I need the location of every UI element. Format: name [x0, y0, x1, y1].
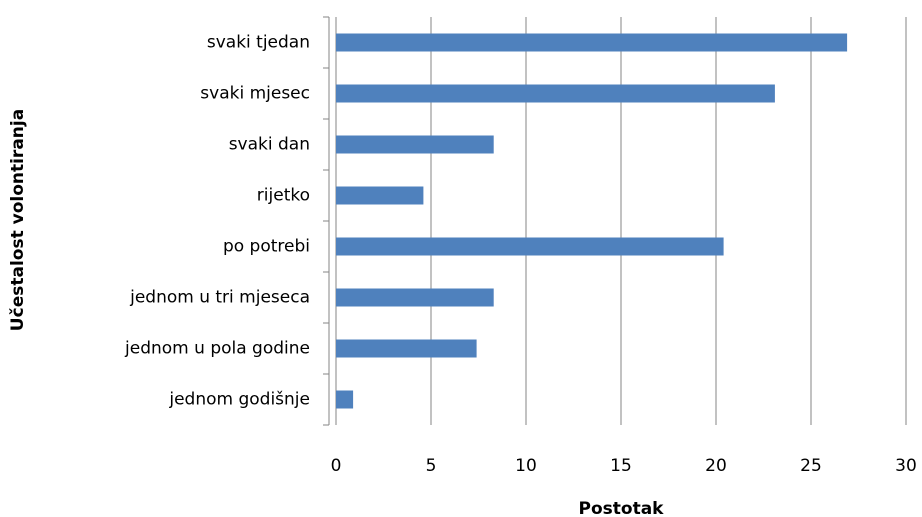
bar — [336, 339, 477, 358]
bar — [336, 390, 354, 409]
y-tick-label: svaki mjesec — [200, 84, 310, 104]
bar — [336, 186, 424, 205]
x-axis-label: Postotak — [579, 499, 665, 517]
bar — [336, 84, 775, 103]
y-axis-label: Učestalost volontiranja — [8, 109, 28, 331]
x-tick-label: 20 — [705, 456, 727, 476]
y-tick-label: jednom godišnje — [168, 390, 310, 410]
y-tick-label: svaki tjedan — [207, 33, 310, 53]
x-tick-label: 25 — [800, 456, 822, 476]
x-tick-label: 5 — [426, 456, 437, 476]
x-tick-label: 30 — [895, 456, 917, 476]
y-tick-label: jednom u pola godine — [124, 339, 310, 359]
x-tick-label: 15 — [610, 456, 632, 476]
y-tick-label: svaki dan — [229, 135, 310, 155]
bar — [336, 135, 494, 154]
bar — [336, 237, 724, 256]
y-tick-label: jednom u tri mjeseca — [129, 288, 310, 308]
y-tick-label: rijetko — [257, 186, 310, 206]
bar — [336, 288, 494, 307]
y-tick-label: po potrebi — [223, 237, 310, 257]
bar — [336, 33, 848, 52]
x-tick-label: 10 — [515, 456, 537, 476]
x-tick-label: 0 — [331, 456, 342, 476]
